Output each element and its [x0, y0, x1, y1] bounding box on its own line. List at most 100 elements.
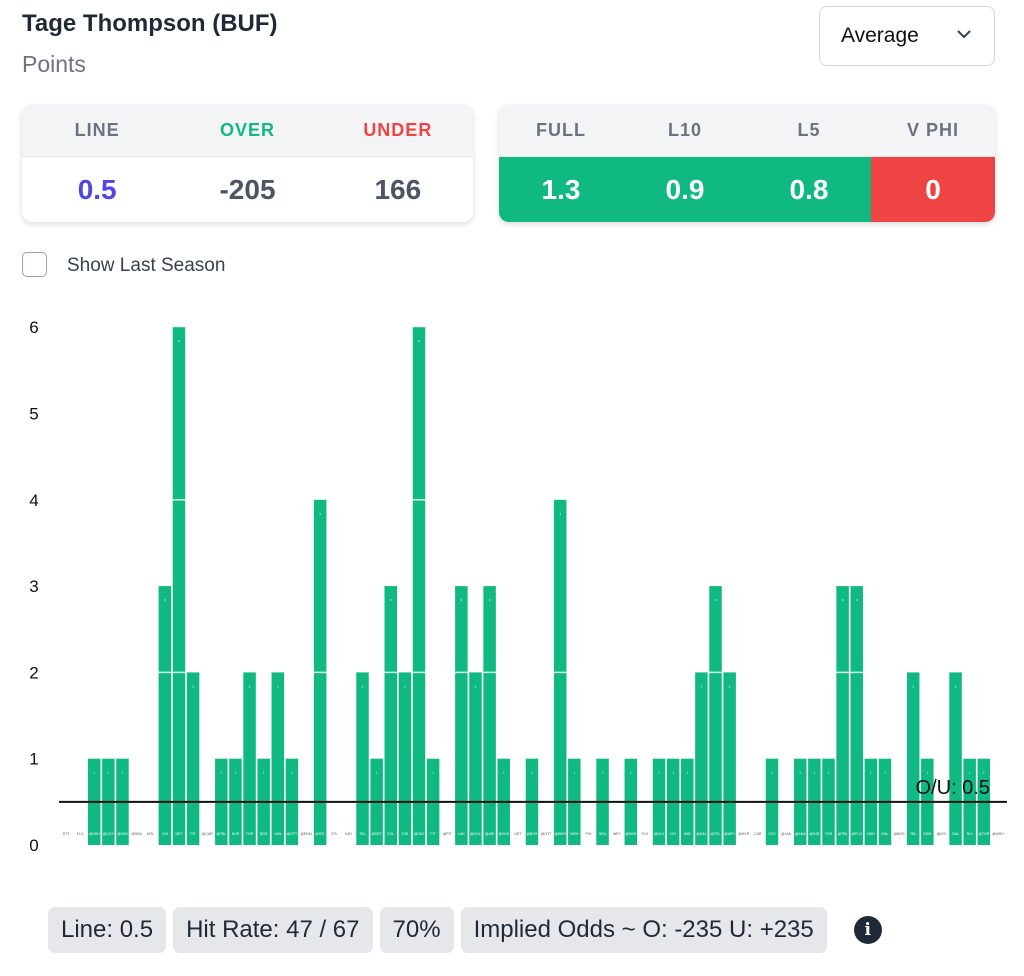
- line_card-header: UNDER: [363, 120, 433, 140]
- bar[interactable]: [356, 672, 369, 845]
- bar-value-label: 1: [122, 771, 124, 775]
- x-tick-label: @DAL: [696, 832, 706, 836]
- bar[interactable]: [695, 672, 708, 845]
- bar-value-label: 1: [376, 771, 378, 775]
- bar-value-label: 1: [870, 771, 872, 775]
- info-icon[interactable]: i: [853, 916, 882, 944]
- bar[interactable]: [186, 672, 200, 845]
- bar[interactable]: [850, 586, 863, 845]
- bar-value-label: 3: [461, 598, 463, 602]
- show-last-season-checkbox[interactable]: [22, 252, 47, 277]
- bar[interactable]: [949, 672, 962, 845]
- y-tick-label: 1: [29, 750, 38, 769]
- bar[interactable]: [455, 586, 468, 845]
- implied-odds-pill: Implied Odds ~ O: -235 U: +235: [460, 907, 827, 953]
- bar[interactable]: [158, 586, 172, 845]
- summary-bar: Line: 0.5 Hit Rate: 47 / 67 70% Implied …: [48, 907, 882, 953]
- bar[interactable]: [723, 672, 736, 845]
- x-tick-label: @VGK: [498, 832, 510, 836]
- x-tick-label: NJD: [345, 832, 352, 836]
- x-tick-label: @CAR: [202, 832, 213, 836]
- x-tick-label: @VAN: [117, 832, 128, 836]
- bar-value-label: 1: [432, 771, 434, 775]
- dropdown-value: Average: [841, 24, 919, 47]
- bar-value-label: 2: [192, 684, 194, 688]
- avg_card-value: 0.8: [747, 157, 871, 222]
- bar-value-label: 1: [799, 771, 801, 775]
- bar-value-label: 1: [672, 771, 674, 775]
- x-tick-label: @ANA: [795, 832, 806, 836]
- bar[interactable]: [709, 586, 722, 845]
- bar[interactable]: [469, 672, 482, 845]
- hit-rate-pill: Hit Rate: 47 / 67: [173, 907, 373, 953]
- x-tick-label: @OTT: [287, 832, 298, 836]
- x-tick-label: @NYR: [738, 832, 749, 836]
- bar[interactable]: [243, 672, 256, 845]
- hit-percent-pill: 70%: [379, 907, 454, 953]
- x-tick-label: @WSH: [554, 832, 566, 836]
- x-tick-label: @TBL: [838, 832, 848, 836]
- x-tick-label: TBL: [359, 832, 365, 836]
- bar[interactable]: [271, 672, 285, 845]
- bar-value-label: 2: [249, 684, 251, 688]
- bar[interactable]: [836, 586, 849, 845]
- x-tick-label: DTT: [63, 832, 71, 836]
- bar[interactable]: [483, 586, 496, 845]
- x-tick-label: VAN: [274, 832, 281, 836]
- x-tick-label: MTL: [147, 832, 154, 836]
- bar-value-label: 4: [319, 512, 321, 516]
- x-tick-label: MIN: [684, 832, 691, 836]
- y-tick-label: 4: [29, 491, 38, 510]
- x-tick-label: PHI: [586, 832, 592, 836]
- x-tick-label: DET: [175, 832, 183, 836]
- x-tick-label: NYR: [232, 832, 240, 836]
- bar[interactable]: [398, 672, 412, 845]
- line_card-header: LINE: [74, 120, 120, 140]
- x-tick-label: SJS: [402, 832, 409, 836]
- bar-value-label: 2: [912, 684, 914, 688]
- bar[interactable]: [906, 672, 920, 845]
- bar-value-label: 1: [291, 771, 293, 775]
- avg_card-value: 0: [871, 157, 995, 222]
- bar-value-label: 1: [884, 771, 886, 775]
- bar-value-label: 1: [630, 771, 632, 775]
- x-tick-label: @FLO: [852, 832, 863, 836]
- bar[interactable]: [384, 586, 398, 845]
- x-tick-label: @WPJ: [724, 832, 735, 836]
- x-tick-label: WSH: [570, 832, 579, 836]
- y-tick-label: 2: [29, 663, 38, 682]
- bar-value-label: 4: [559, 512, 561, 516]
- bar-value-label: 1: [969, 771, 971, 775]
- x-tick-label: WPJ: [613, 832, 621, 836]
- x-tick-label: @COL: [470, 832, 481, 836]
- avg_card-header: L5: [797, 120, 821, 140]
- x-tick-label: @WSH: [992, 832, 1004, 836]
- bar-value-label: 2: [277, 684, 279, 688]
- bar-value-label: 3: [489, 598, 491, 602]
- x-tick-label: @TOR: [978, 832, 989, 836]
- x-tick-label: @PIT: [443, 832, 453, 836]
- points-bar-chart: 0 1 2 3 4 5 6 DTT FLO 1 @NSH 1 @CGY 1 @VAN @SEA MTL 3 CHI 6…: [29, 318, 1007, 855]
- bar-value-label: 3: [164, 598, 166, 602]
- bar-value-label: 2: [955, 684, 957, 688]
- average-dropdown[interactable]: Average: [819, 6, 995, 66]
- bar-value-label: 1: [771, 771, 773, 775]
- bar[interactable]: [172, 327, 186, 845]
- over-under-label: O/U: 0.5: [916, 777, 990, 799]
- bar-value-label: 1: [828, 771, 830, 775]
- x-tick-label: EDM: [923, 832, 931, 836]
- bar-value-label: 2: [362, 684, 364, 688]
- x-tick-label: @TBL: [216, 832, 226, 836]
- bar-value-label: 1: [814, 771, 816, 775]
- x-tick-label: BOS: [260, 832, 268, 836]
- bar-value-label: 1: [686, 771, 688, 775]
- x-tick-label: TOR: [246, 832, 254, 836]
- y-tick-label: 6: [29, 318, 38, 337]
- x-tick-label: DET: [514, 832, 522, 836]
- bar[interactable]: [412, 327, 426, 845]
- bar-value-label: 1: [573, 771, 575, 775]
- x-tick-label: FLO: [77, 832, 84, 836]
- bar-value-label: 1: [602, 771, 604, 775]
- bar-value-label: 1: [503, 771, 505, 775]
- bar-value-label: 3: [715, 598, 717, 602]
